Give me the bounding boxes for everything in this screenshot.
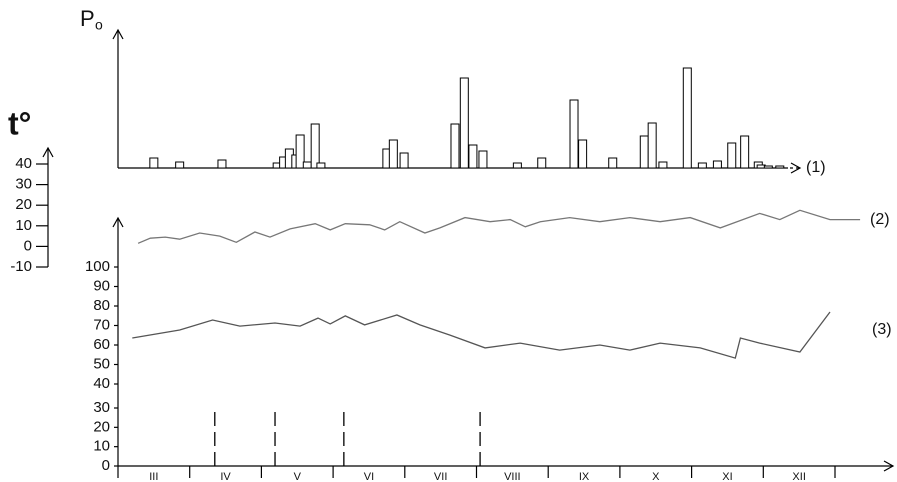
bar — [639, 135, 649, 169]
month-label: VI — [364, 471, 374, 482]
bar — [712, 160, 722, 169]
bar — [740, 135, 750, 169]
bar — [310, 123, 320, 169]
y-tick-label: -10 — [10, 258, 32, 275]
y-tick-label: 40 — [93, 375, 110, 392]
bar — [763, 165, 773, 169]
y-tick-label: 60 — [93, 336, 110, 353]
month-label: V — [294, 471, 302, 482]
axis-arrow — [42, 146, 54, 158]
y-tick-label: 30 — [93, 399, 110, 416]
y-tick-label: 50 — [93, 355, 110, 372]
bar — [647, 122, 657, 169]
bar — [175, 161, 185, 169]
bar — [608, 157, 618, 169]
series-label: (1) — [806, 159, 826, 176]
y-tick-label: 10 — [15, 217, 32, 234]
y-tick-label: 90 — [93, 277, 110, 294]
bar — [727, 142, 737, 169]
y-tick-label: 20 — [93, 418, 110, 435]
bar — [775, 165, 785, 169]
y-tick-label: 70 — [93, 316, 110, 333]
series-label: (3) — [872, 321, 892, 338]
y-axis-title: P — [80, 6, 95, 31]
axis-arrow — [112, 28, 124, 40]
y-tick-label: 10 — [93, 438, 110, 455]
bar — [149, 157, 159, 169]
axis-arrow — [883, 460, 895, 472]
bar — [468, 144, 478, 169]
bar — [388, 139, 398, 169]
y-axis-title: t° — [8, 105, 31, 141]
month-label: IX — [579, 471, 590, 482]
y-axis-title-sub: o — [95, 17, 103, 33]
bar — [450, 123, 460, 169]
bar — [682, 67, 692, 169]
bar — [399, 152, 409, 169]
y-tick-label: 20 — [15, 196, 32, 213]
y-tick-label: 30 — [15, 176, 32, 193]
series-line — [137, 209, 861, 244]
bar — [316, 162, 326, 169]
bar — [578, 139, 588, 169]
month-label: VII — [434, 471, 447, 482]
bar — [512, 162, 522, 169]
bar — [302, 161, 312, 169]
axis-arrow — [790, 162, 802, 174]
bar — [697, 162, 707, 169]
y-tick-label: 100 — [85, 258, 110, 275]
month-label: III — [149, 471, 158, 482]
bar — [295, 134, 305, 169]
y-tick-label: 40 — [15, 155, 32, 172]
month-label: VIII — [504, 471, 521, 482]
bar — [217, 159, 227, 169]
y-tick-label: 80 — [93, 297, 110, 314]
bar — [658, 161, 668, 169]
bar — [478, 150, 488, 169]
bar — [537, 157, 547, 169]
series-label: (2) — [870, 211, 890, 228]
month-label: X — [652, 471, 660, 482]
y-tick-label: 0 — [102, 457, 110, 474]
month-label: XII — [792, 471, 805, 482]
bar — [459, 77, 469, 169]
month-label: IV — [220, 471, 231, 482]
month-label: XI — [722, 471, 732, 482]
y-tick-label: 0 — [24, 237, 32, 254]
series-line — [132, 311, 831, 359]
axis-arrow — [112, 216, 124, 228]
bar — [569, 99, 579, 169]
